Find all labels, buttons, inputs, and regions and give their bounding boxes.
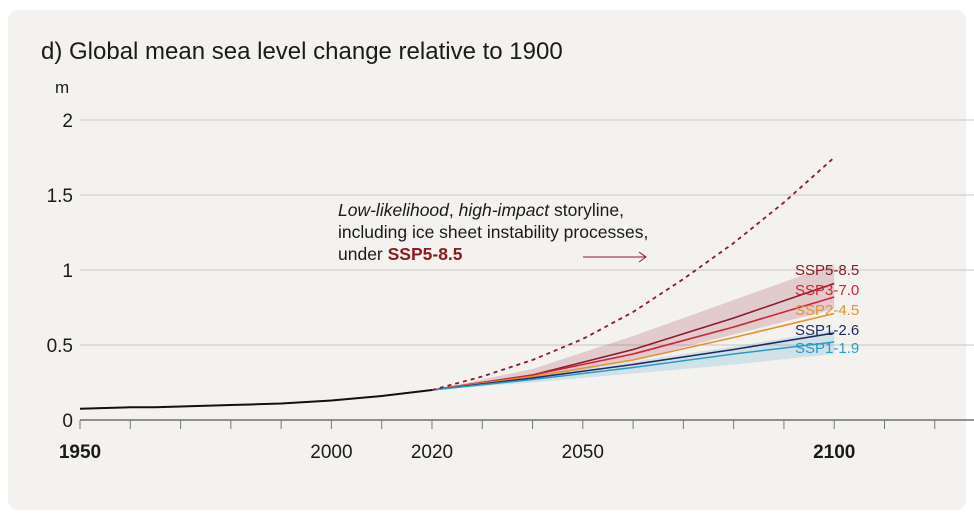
x-tick-label-1950: 1950 xyxy=(59,442,101,463)
x-tick-label-2020: 2020 xyxy=(411,442,453,463)
x-tick-label-2050: 2050 xyxy=(562,442,604,463)
y-tick-label-1.5: 1.5 xyxy=(47,186,73,207)
x-tick-label-2100: 2100 xyxy=(813,442,855,463)
annotation-text: storyline, including ice sheet instabili… xyxy=(338,200,649,264)
annotation-italic-low-likelihood: Low-likelihood xyxy=(338,200,449,220)
y-tick-label-2: 2 xyxy=(62,111,73,132)
series-label-SSP5-8.5: SSP5-8.5 xyxy=(795,262,859,279)
band-SSP1-1.9 xyxy=(432,330,835,390)
series-line-SSP3-7.0 xyxy=(431,296,835,391)
chart-panel xyxy=(8,10,966,510)
chart-title: d) Global mean sea level change relative… xyxy=(41,38,563,65)
storyline-annotation: Low-likelihood, high-impact storyline, i… xyxy=(338,199,678,265)
series-label-SSP1-2.6: SSP1-2.6 xyxy=(795,322,859,339)
series-label-SSP3-7.0: SSP3-7.0 xyxy=(795,282,859,299)
y-tick-label-0.5: 0.5 xyxy=(47,336,73,357)
series-line-SSP2-4.5 xyxy=(431,312,835,391)
historical-line xyxy=(79,389,433,410)
series-line-SSP1-2.6 xyxy=(431,332,835,391)
annotation-italic-high-impact: high-impact xyxy=(458,200,550,220)
y-tick-label-0: 0 xyxy=(62,411,73,432)
band-SSP5-8.5 xyxy=(432,264,835,390)
storyline-dotted-line xyxy=(431,156,835,391)
annotation-ssp-label: SSP5-8.5 xyxy=(387,244,463,264)
x-tick-label-2000: 2000 xyxy=(310,442,352,463)
series-label-SSP2-4.5: SSP2-4.5 xyxy=(795,302,859,319)
y-axis-unit-label: m xyxy=(55,78,70,97)
y-tick-label-1: 1 xyxy=(62,261,73,282)
annotation-comma: , xyxy=(448,200,459,220)
series-line-SSP1-1.9 xyxy=(431,341,835,391)
series-label-SSP1-1.9: SSP1-1.9 xyxy=(795,340,859,357)
annotation-arrow-head xyxy=(638,251,647,263)
